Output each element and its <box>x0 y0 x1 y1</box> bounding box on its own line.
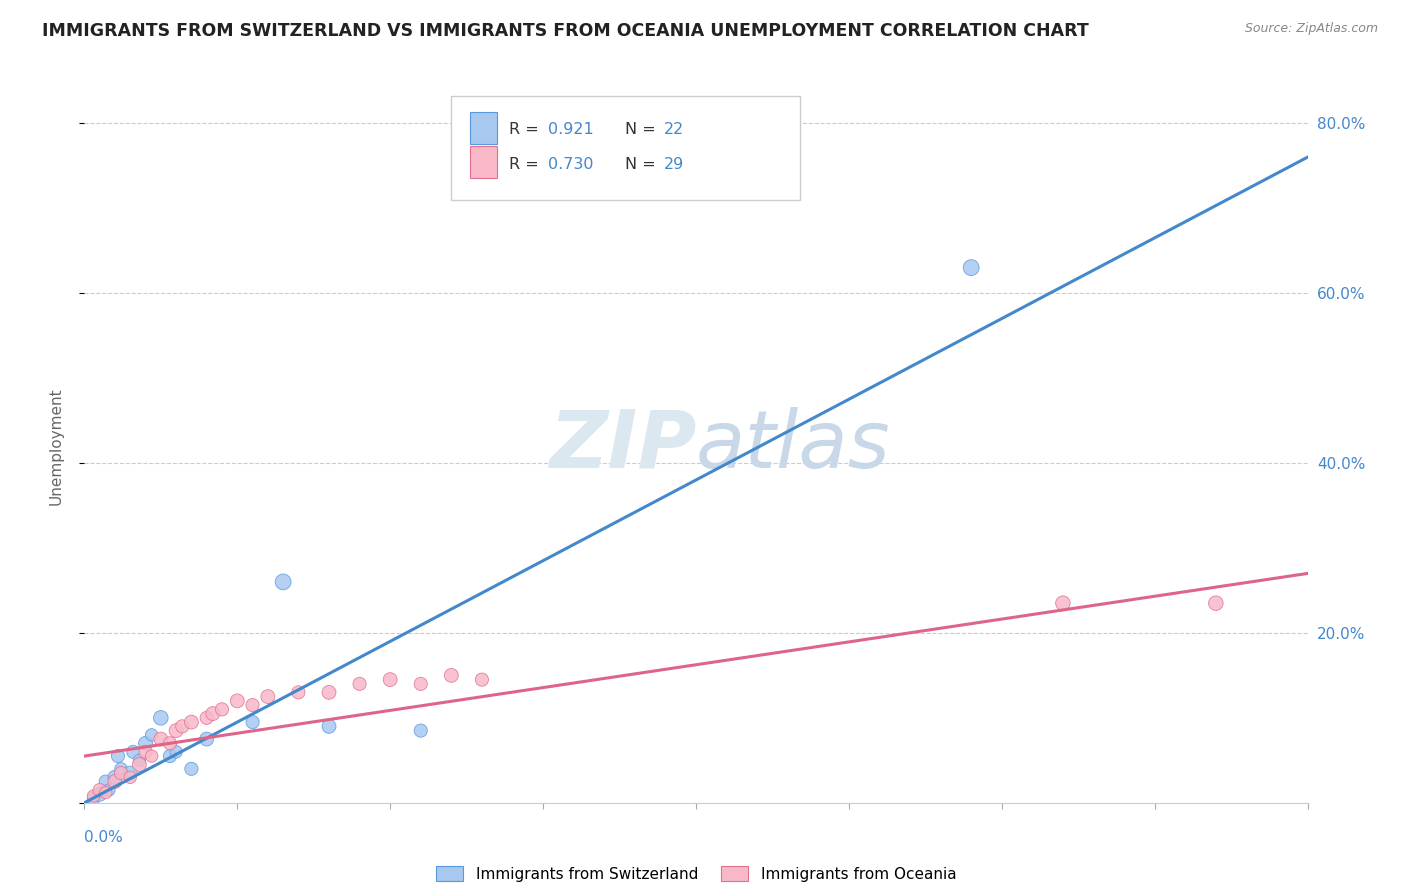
Text: 22: 22 <box>664 122 685 137</box>
Point <box>1205 596 1227 610</box>
Point <box>242 698 264 712</box>
Point <box>318 685 340 699</box>
Point <box>211 702 233 716</box>
Point <box>409 723 432 738</box>
Point <box>89 787 111 801</box>
Point <box>172 719 194 733</box>
Text: 0.921: 0.921 <box>548 122 593 137</box>
Point <box>159 736 181 750</box>
Point <box>122 745 145 759</box>
Point <box>128 757 150 772</box>
Point <box>83 791 105 805</box>
Text: IMMIGRANTS FROM SWITZERLAND VS IMMIGRANTS FROM OCEANIA UNEMPLOYMENT CORRELATION : IMMIGRANTS FROM SWITZERLAND VS IMMIGRANT… <box>42 22 1088 40</box>
Text: 0.0%: 0.0% <box>84 830 124 845</box>
FancyBboxPatch shape <box>451 96 800 200</box>
Point <box>135 745 157 759</box>
Text: ZIP: ZIP <box>548 407 696 485</box>
Point <box>960 260 983 275</box>
Point <box>104 770 127 784</box>
Text: Source: ZipAtlas.com: Source: ZipAtlas.com <box>1244 22 1378 36</box>
Point <box>110 766 132 780</box>
Point <box>380 673 402 687</box>
Point <box>180 715 202 730</box>
Point <box>409 677 432 691</box>
Point <box>89 783 111 797</box>
Text: 0.730: 0.730 <box>548 157 593 171</box>
Text: R =: R = <box>509 157 544 171</box>
Point <box>94 774 117 789</box>
Point <box>141 749 163 764</box>
Point <box>97 783 120 797</box>
Point <box>83 789 105 803</box>
Point <box>165 745 187 759</box>
Point <box>1052 596 1074 610</box>
Point <box>195 732 218 747</box>
Point <box>201 706 224 721</box>
Text: N =: N = <box>626 157 661 171</box>
Point <box>180 762 202 776</box>
Text: 29: 29 <box>664 157 685 171</box>
Point <box>104 774 127 789</box>
Point <box>242 715 264 730</box>
Point <box>440 668 463 682</box>
Point <box>195 711 218 725</box>
Bar <box>470 146 496 178</box>
Point <box>257 690 280 704</box>
Point <box>271 574 294 589</box>
Point <box>318 719 340 733</box>
Point <box>165 723 187 738</box>
Point <box>287 685 309 699</box>
Point <box>135 736 157 750</box>
Text: R =: R = <box>509 122 544 137</box>
Point <box>107 749 129 764</box>
Point <box>471 673 494 687</box>
Point <box>159 749 181 764</box>
Point <box>149 732 172 747</box>
Bar <box>470 112 496 145</box>
Point <box>226 694 249 708</box>
Legend: Immigrants from Switzerland, Immigrants from Oceania: Immigrants from Switzerland, Immigrants … <box>430 860 962 888</box>
Point <box>120 766 142 780</box>
Point <box>120 770 142 784</box>
Point <box>141 728 163 742</box>
Point <box>110 762 132 776</box>
Point <box>349 677 371 691</box>
Point <box>128 753 150 767</box>
Point <box>94 786 117 800</box>
Text: atlas: atlas <box>696 407 891 485</box>
Point <box>149 711 172 725</box>
Y-axis label: Unemployment: Unemployment <box>49 387 63 505</box>
Text: N =: N = <box>626 122 661 137</box>
